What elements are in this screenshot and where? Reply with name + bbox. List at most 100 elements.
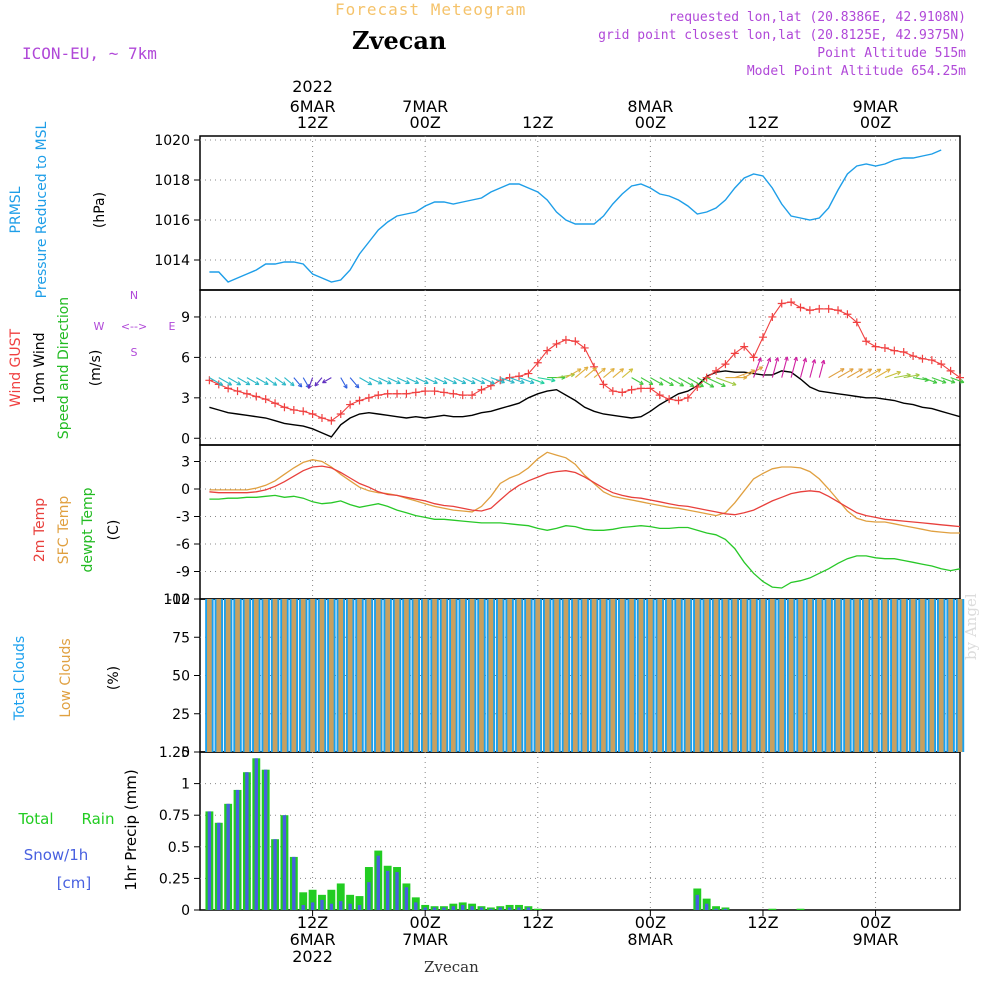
wind-direction-arrow	[790, 356, 798, 378]
low-cloud-bar	[582, 599, 588, 752]
wind-speed-direction-label: Speed and Direction	[56, 297, 72, 439]
y-tick-label-clouds: 75	[172, 630, 190, 646]
snow-bar	[367, 882, 371, 910]
low-cloud-bar	[779, 599, 785, 752]
wind-direction-arrow	[359, 377, 373, 386]
wind-direction-arrow	[314, 377, 323, 387]
wind-direction-arrow	[743, 366, 763, 379]
snow-bar	[526, 907, 531, 910]
low-cloud-bar	[272, 599, 278, 752]
wind-gust-marker	[393, 389, 402, 398]
wind-direction-arrow	[884, 371, 901, 379]
y-tick-label-temperature: 3	[181, 455, 190, 471]
low-cloud-bar	[891, 599, 897, 752]
wind-direction-arrow	[621, 368, 634, 379]
low-cloud-bar	[704, 599, 710, 752]
snow-bar	[723, 908, 728, 910]
precip-snow-units-label: [cm]	[57, 874, 92, 892]
y-tick-label-precip: 1.25	[159, 745, 190, 761]
wind-gust-marker	[421, 387, 430, 396]
y-tick-label-clouds: 100	[163, 592, 190, 608]
wind-direction-arrow	[762, 357, 771, 378]
wind-direction-arrow	[941, 377, 956, 384]
wind-gust-marker	[449, 389, 458, 398]
wind-gust-marker	[458, 391, 467, 400]
wind-direction-arrow	[396, 377, 410, 384]
y-tick-label-wind: 0	[181, 431, 190, 447]
total-rain-bar	[721, 907, 730, 910]
wind-arrow-head	[264, 380, 269, 385]
low-cloud-bar	[329, 599, 334, 752]
requested-coordinates: requested lon,lat (20.8386E, 42.9108N)	[668, 10, 966, 25]
wind-direction-arrow	[218, 377, 232, 386]
wind-direction-arrow	[256, 377, 269, 385]
low-cloud-bar	[723, 599, 728, 752]
wind-arrow-head	[520, 379, 525, 384]
wind-gust-marker	[758, 333, 767, 342]
low-cloud-bar	[572, 599, 578, 752]
wind-gust-marker	[299, 407, 308, 416]
sfc-temp-line	[209, 451, 960, 534]
wind-direction-arrow	[922, 377, 938, 384]
top-year-label: 2022	[292, 77, 333, 96]
snow-bar	[235, 789, 240, 910]
wind-arrow-head	[915, 373, 920, 378]
wind-arrow-head	[766, 357, 772, 363]
low-cloud-bar	[676, 599, 681, 752]
wind-arrow-head	[758, 366, 764, 371]
low-cloud-bar	[263, 599, 269, 752]
pressure-units-label: (hPa)	[92, 192, 108, 228]
low-cloud-bar	[601, 599, 606, 752]
snow-bar	[704, 903, 709, 910]
wind-direction-arrow	[781, 356, 788, 378]
wind-arrow-head	[307, 384, 312, 389]
wind-gust-marker	[627, 385, 636, 394]
snow-bar	[320, 899, 324, 910]
wind-gust-marker	[608, 387, 617, 396]
low-cloud-bar	[713, 599, 719, 752]
snow-bar	[714, 908, 718, 910]
wind-gust-label: Wind GUST	[8, 328, 24, 407]
wind-gust-marker	[862, 337, 871, 346]
wind-arrow-head	[551, 377, 556, 383]
wind-arrow-head	[757, 357, 762, 362]
wind-direction-arrow	[322, 377, 332, 384]
wind-arrow-head	[322, 379, 327, 384]
low-cloud-bar	[310, 599, 315, 752]
top-time-label: 00Z	[860, 113, 891, 132]
pressure-label-msl: Pressure Reduced to MSL	[34, 121, 50, 298]
wind-arrow-head	[709, 383, 715, 388]
wind-direction-arrow	[706, 377, 726, 387]
wind-direction-arrow	[340, 377, 348, 389]
wind-gust-marker	[834, 306, 843, 315]
wind-gust-marker	[233, 387, 242, 396]
y-tick-label-wind: 9	[181, 310, 190, 326]
wind-arrow-head	[354, 383, 360, 389]
y-tick-label-temperature: -6	[176, 537, 190, 553]
wind-arrow-head	[679, 382, 685, 387]
wind-gust-marker	[880, 343, 889, 352]
wind-direction-arrow	[734, 369, 755, 379]
precip-snow-label: Snow/1h	[24, 846, 89, 864]
snow-bar	[254, 758, 258, 910]
wind-arrow-head	[576, 368, 582, 373]
top-time-label: 12Z	[522, 113, 553, 132]
wind-direction-arrow	[453, 377, 466, 384]
wind-direction-arrow	[640, 377, 654, 385]
low-cloud-bar	[798, 599, 803, 752]
compass-east: E	[169, 320, 176, 333]
low-cloud-bar	[629, 599, 634, 752]
y-tick-label-precip: 0.75	[159, 808, 190, 824]
low-cloud-bar	[479, 599, 484, 752]
wind-direction-arrow	[584, 367, 597, 379]
total-rain-bar	[336, 883, 345, 910]
low-cloud-bar	[816, 599, 822, 752]
wind-gust-marker	[946, 366, 955, 375]
wind-direction-arrow	[678, 377, 695, 387]
top-time-label: 00Z	[635, 113, 666, 132]
wind-direction-arrow	[378, 377, 392, 385]
wind-gust-marker	[824, 304, 833, 313]
wind-direction-arrow	[668, 377, 684, 387]
low-cloud-bar	[404, 599, 409, 752]
wind-gust-line	[209, 301, 961, 422]
